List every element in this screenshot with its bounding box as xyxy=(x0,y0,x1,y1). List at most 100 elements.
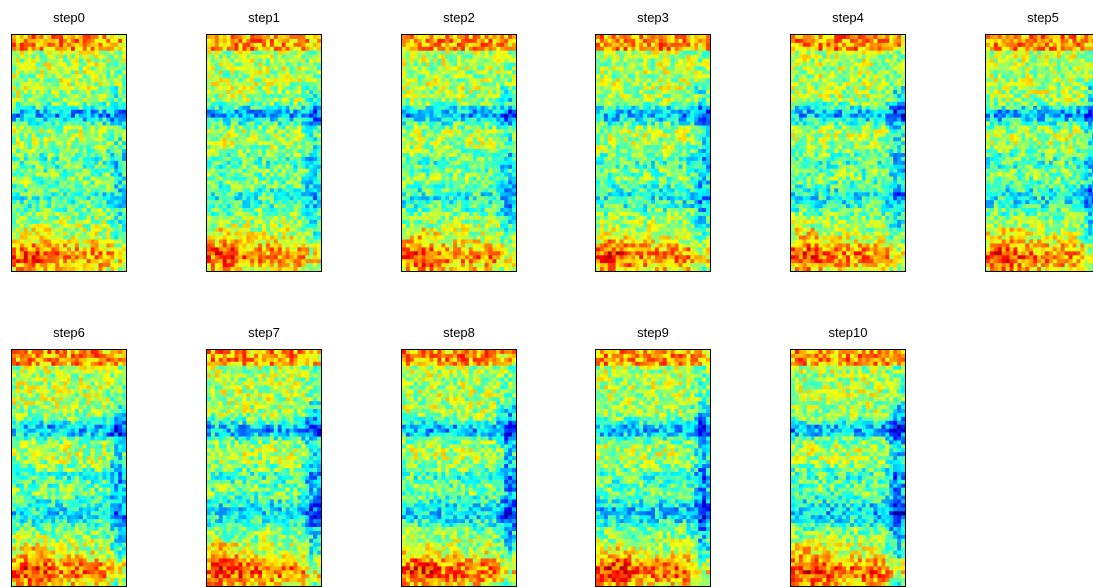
heatmap-cell xyxy=(98,188,102,192)
heatmap-cell xyxy=(305,129,309,133)
heatmap-cell xyxy=(51,43,55,47)
heatmap-cell xyxy=(98,90,102,94)
heatmap-cell xyxy=(461,59,465,63)
heatmap-cell xyxy=(477,236,481,240)
heatmap-cell xyxy=(106,267,110,271)
heatmap-cell xyxy=(223,98,227,102)
heatmap-cell xyxy=(430,94,434,98)
heatmap-cell xyxy=(461,157,465,161)
heatmap-cell xyxy=(207,165,211,169)
heatmap-cell xyxy=(270,122,274,126)
heatmap-cell xyxy=(254,240,258,244)
heatmap-cell xyxy=(492,192,496,196)
heatmap-cell xyxy=(258,145,262,149)
heatmap-cell xyxy=(512,216,516,220)
heatmap-cell xyxy=(481,169,485,173)
heatmap-cell xyxy=(32,212,36,216)
heatmap-cell xyxy=(75,216,79,220)
heatmap-cell xyxy=(473,192,477,196)
heatmap-cell xyxy=(496,98,500,102)
heatmap-cell xyxy=(262,263,266,267)
heatmap-cell xyxy=(504,59,508,63)
heatmap-cell xyxy=(28,59,32,63)
heatmap-cell xyxy=(118,141,122,145)
heatmap-cell xyxy=(51,114,55,118)
heatmap-cell xyxy=(95,236,99,240)
heatmap-cell xyxy=(110,173,114,177)
heatmap-cell xyxy=(246,181,250,185)
heatmap-cell xyxy=(122,137,126,141)
heatmap-cell xyxy=(293,255,297,259)
heatmap-cell xyxy=(20,66,24,70)
heatmap-cell xyxy=(422,86,426,90)
heatmap-cell xyxy=(426,94,430,98)
heatmap-cell xyxy=(98,224,102,228)
heatmap-cell xyxy=(47,196,51,200)
heatmap-cell xyxy=(91,74,95,78)
heatmap-cell xyxy=(71,86,75,90)
heatmap-cell xyxy=(293,70,297,74)
heatmap-cell xyxy=(95,106,99,110)
heatmap-cell xyxy=(36,35,40,39)
heatmap-cell xyxy=(122,247,126,251)
heatmap-cell xyxy=(406,220,410,224)
heatmap-cell xyxy=(301,255,305,259)
heatmap-cell xyxy=(79,247,83,251)
heatmap-cell xyxy=(235,145,239,149)
heatmap-cell xyxy=(301,220,305,224)
heatmap-cell xyxy=(102,86,106,90)
heatmap-cell xyxy=(106,43,110,47)
heatmap-cell xyxy=(258,216,262,220)
heatmap-cell xyxy=(481,106,485,110)
heatmap-cell xyxy=(32,114,36,118)
heatmap-cell xyxy=(293,251,297,255)
heatmap-cell xyxy=(414,204,418,208)
heatmap-cell xyxy=(227,70,231,74)
heatmap-cell xyxy=(286,212,290,216)
heatmap-cell xyxy=(43,177,47,181)
heatmap-cell xyxy=(504,51,508,55)
heatmap-cell xyxy=(453,212,457,216)
heatmap-cell xyxy=(290,141,294,145)
heatmap-cell xyxy=(219,153,223,157)
heatmap-cell xyxy=(496,228,500,232)
heatmap-cell xyxy=(313,259,317,263)
heatmap-cell xyxy=(110,161,114,165)
heatmap-cell xyxy=(71,188,75,192)
heatmap-cell xyxy=(16,188,20,192)
heatmap-cell xyxy=(481,177,485,181)
heatmap-cell xyxy=(122,224,126,228)
heatmap-cell xyxy=(106,149,110,153)
heatmap-cell xyxy=(98,133,102,137)
heatmap-cell xyxy=(301,161,305,165)
heatmap-cell xyxy=(274,251,278,255)
heatmap-cell xyxy=(402,157,406,161)
heatmap-cell xyxy=(20,259,24,263)
heatmap-cell xyxy=(118,177,122,181)
heatmap-cell xyxy=(504,63,508,67)
heatmap-cell xyxy=(63,98,67,102)
heatmap-cell xyxy=(71,110,75,114)
heatmap-cell xyxy=(461,188,465,192)
heatmap-cell xyxy=(242,129,246,133)
heatmap-cell xyxy=(286,220,290,224)
heatmap-cell xyxy=(36,153,40,157)
heatmap-cell xyxy=(508,63,512,67)
heatmap-cell xyxy=(282,66,286,70)
heatmap-cell xyxy=(219,192,223,196)
heatmap-cell xyxy=(75,181,79,185)
heatmap-cell xyxy=(477,63,481,67)
heatmap-cell xyxy=(406,129,410,133)
heatmap-cell xyxy=(223,35,227,39)
heatmap-cell xyxy=(28,224,32,228)
heatmap-cell xyxy=(422,66,426,70)
heatmap-cell xyxy=(317,232,321,236)
heatmap-cell xyxy=(469,70,473,74)
heatmap-cell xyxy=(246,247,250,251)
heatmap-cell xyxy=(110,169,114,173)
heatmap-cell xyxy=(83,74,87,78)
heatmap-cell xyxy=(410,204,414,208)
heatmap-cell xyxy=(47,78,51,82)
heatmap-cell xyxy=(28,118,32,122)
heatmap-cell xyxy=(414,102,418,106)
